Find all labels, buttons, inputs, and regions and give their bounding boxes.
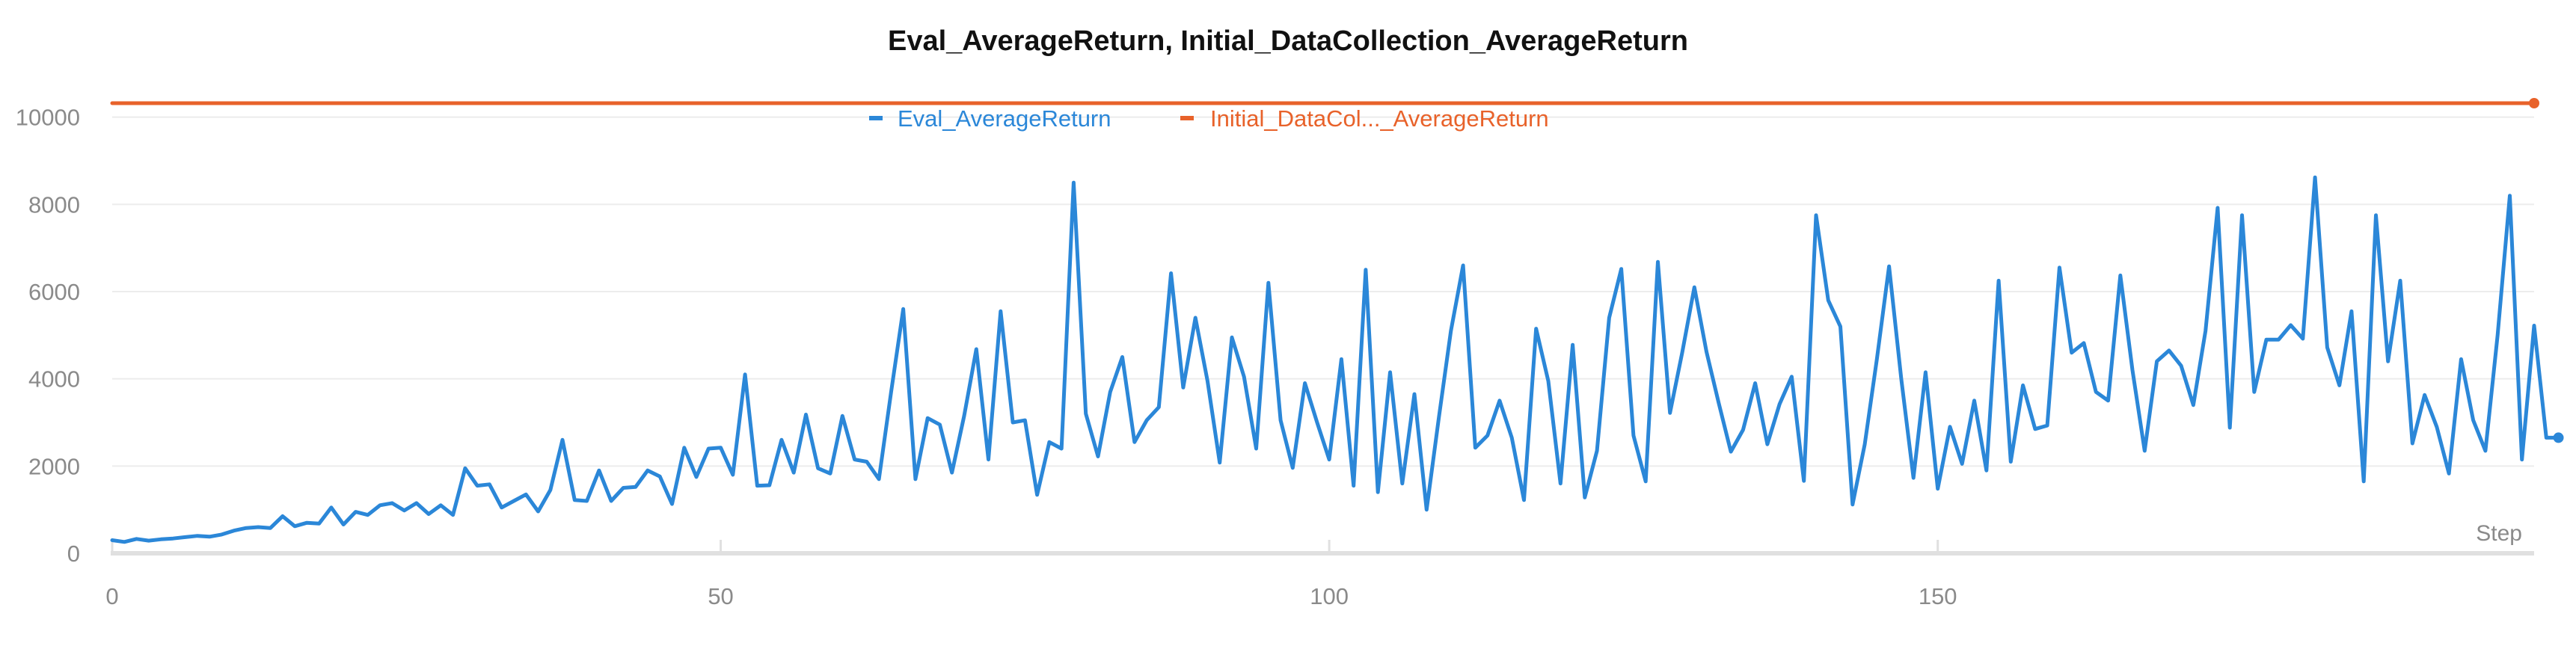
series-end-marker-initial-datacollection-average-return xyxy=(2529,98,2539,108)
legend[interactable]: Eval_AverageReturn Initial_DataCol..._Av… xyxy=(869,105,1549,132)
x-tick-label-50: 50 xyxy=(708,583,733,609)
legend-swatch-eval xyxy=(869,116,883,120)
x-tick-label-0: 0 xyxy=(105,583,118,609)
legend-swatch-initial xyxy=(1180,116,1194,120)
x-tick-label-150: 150 xyxy=(1919,583,1957,609)
y-tick-label-8000: 8000 xyxy=(28,191,80,218)
y-tick-label-2000: 2000 xyxy=(28,453,80,479)
legend-item-initial-datacollection[interactable]: Initial_DataCol..._AverageReturn xyxy=(1180,105,1549,132)
x-axis-ticks: 0 50 100 150 xyxy=(105,540,1957,609)
y-tick-label-0: 0 xyxy=(67,541,80,567)
gridlines xyxy=(112,116,2534,467)
series-end-marker-eval-average-return xyxy=(2553,432,2564,443)
y-tick-label-4000: 4000 xyxy=(28,366,80,393)
x-tick-label-100: 100 xyxy=(1310,583,1349,609)
y-axis-ticks: 0 2000 4000 6000 8000 10000 xyxy=(16,105,80,567)
y-tick-label-10000: 10000 xyxy=(16,105,80,131)
legend-item-eval-average-return[interactable]: Eval_AverageReturn xyxy=(869,105,1111,132)
legend-label-initial[interactable]: Initial_DataCol..._AverageReturn xyxy=(1210,105,1549,132)
chart-title: Eval_AverageReturn, Initial_DataCollecti… xyxy=(888,25,1688,57)
y-tick-label-6000: 6000 xyxy=(28,279,80,305)
legend-label-eval[interactable]: Eval_AverageReturn xyxy=(898,105,1111,132)
series-line-eval-average-return xyxy=(110,175,2560,544)
x-axis-label: Step xyxy=(2476,521,2522,546)
series-lines xyxy=(110,98,2564,544)
